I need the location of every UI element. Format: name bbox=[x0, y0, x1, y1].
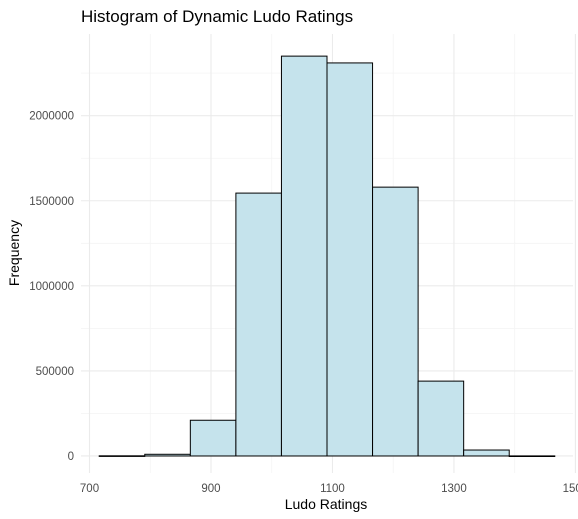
histogram-bar-1 bbox=[98, 455, 146, 457]
y-tick-label: 500000 bbox=[36, 366, 74, 378]
x-tick-label: 1300 bbox=[441, 483, 467, 495]
x-axis-title: Ludo Ratings bbox=[285, 496, 368, 512]
x-tick-label: 1100 bbox=[320, 483, 345, 495]
histogram-bar-7 bbox=[372, 186, 419, 457]
histogram-bar-4 bbox=[235, 192, 282, 457]
chart-title: Histogram of Dynamic Ludo Ratings bbox=[81, 7, 353, 26]
histogram-bar-9 bbox=[463, 449, 510, 457]
y-tick-label: 1500000 bbox=[29, 196, 74, 208]
histogram-bar-8 bbox=[417, 380, 465, 457]
x-axis-ticks: 700 900 1100 1300 1500 bbox=[80, 483, 578, 495]
y-tick-label: 0 bbox=[68, 451, 74, 463]
histogram-bar-2 bbox=[144, 453, 191, 457]
histogram-bar-3 bbox=[189, 419, 237, 457]
histogram-bar-10 bbox=[508, 455, 556, 457]
histogram-bars bbox=[98, 55, 556, 457]
histogram-bar-6 bbox=[326, 62, 374, 457]
x-tick-label: 1500 bbox=[563, 483, 578, 495]
x-tick-label: 900 bbox=[201, 483, 220, 495]
y-axis-ticks: 0 500000 1000000 1500000 2000000 bbox=[29, 111, 74, 463]
y-tick-label: 2000000 bbox=[29, 111, 74, 123]
histogram-bar-5 bbox=[280, 55, 328, 457]
y-tick-label: 1000000 bbox=[29, 281, 74, 293]
x-tick-label: 700 bbox=[80, 483, 99, 495]
y-axis-title: Frequency bbox=[6, 220, 22, 286]
